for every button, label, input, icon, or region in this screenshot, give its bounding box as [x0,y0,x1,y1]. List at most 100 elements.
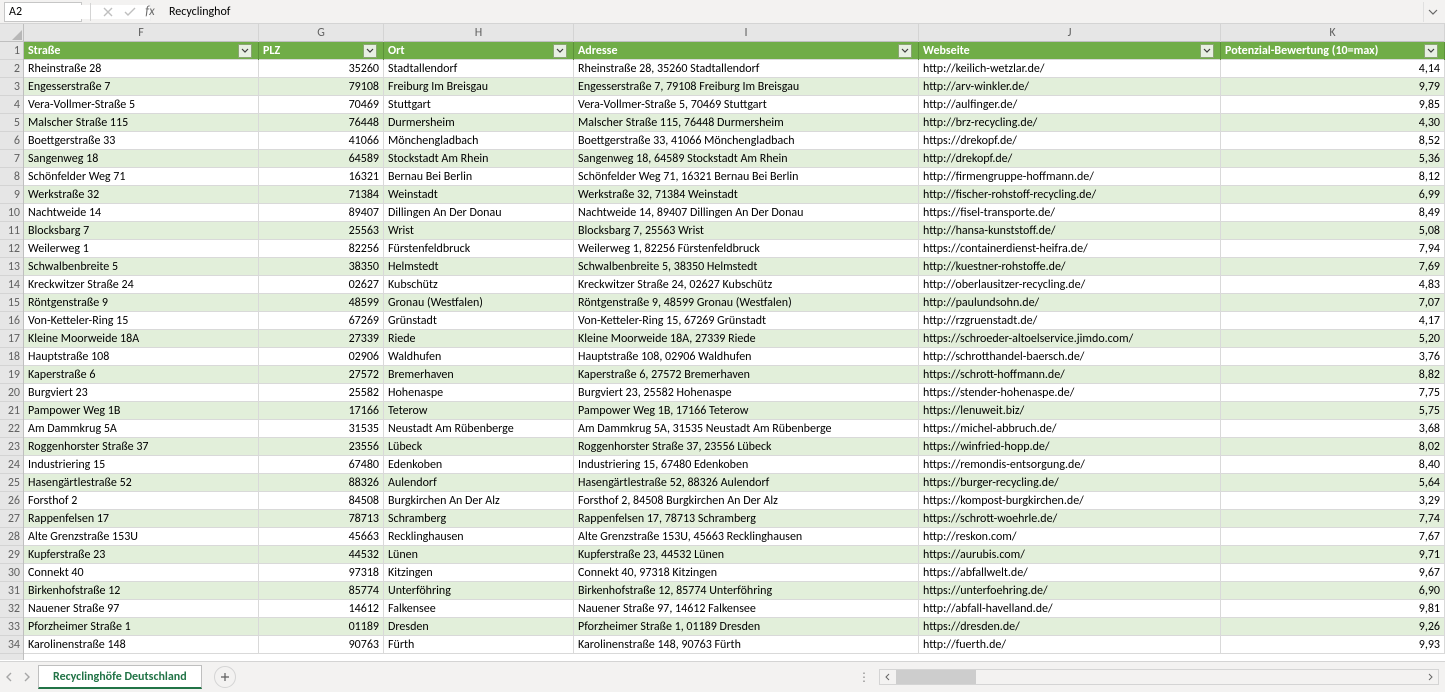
table-cell[interactable]: https://kompost-burgkirchen.de/ [919,492,1221,510]
table-cell[interactable]: Weinstadt [384,186,574,204]
table-cell[interactable]: Birkenhofstraße 12, 85774 Unterföhring [574,582,919,600]
row-header[interactable]: 32 [0,600,23,618]
table-cell[interactable]: http://abfall-havelland.de/ [919,600,1221,618]
table-cell[interactable]: Pampower Weg 1B [24,402,259,420]
column-header[interactable]: J [919,24,1221,42]
table-cell[interactable]: Boettgerstraße 33 [24,132,259,150]
table-cell[interactable]: Fürth [384,636,574,654]
table-cell[interactable]: Pforzheimer Straße 1, 01189 Dresden [574,618,919,636]
table-cell[interactable]: 9,67 [1221,564,1445,582]
table-cell[interactable]: 7,07 [1221,294,1445,312]
table-cell[interactable]: Malscher Straße 115, 76448 Durmersheim [574,114,919,132]
table-cell[interactable]: Gronau (Westfalen) [384,294,574,312]
table-cell[interactable]: Freiburg Im Breisgau [384,78,574,96]
table-cell[interactable]: Pampower Weg 1B, 17166 Teterow [574,402,919,420]
table-cell[interactable]: Sangenweg 18, 64589 Stockstadt Am Rhein [574,150,919,168]
table-cell[interactable]: http://rzgruenstadt.de/ [919,312,1221,330]
table-cell[interactable]: https://winfried-hopp.de/ [919,438,1221,456]
table-header-cell[interactable]: Straße [24,42,259,60]
table-cell[interactable]: 8,82 [1221,366,1445,384]
table-cell[interactable]: 3,76 [1221,348,1445,366]
table-cell[interactable]: Hauptstraße 108, 02906 Waldhufen [574,348,919,366]
row-header[interactable]: 33 [0,618,23,636]
table-cell[interactable]: 4,17 [1221,312,1445,330]
table-cell[interactable]: http://hansa-kunststoff.de/ [919,222,1221,240]
row-header[interactable]: 30 [0,564,23,582]
table-header-cell[interactable]: Webseite [919,42,1221,60]
table-cell[interactable]: https://stender-hohenaspe.de/ [919,384,1221,402]
table-cell[interactable]: Schönfelder Weg 71, 16321 Bernau Bei Ber… [574,168,919,186]
table-cell[interactable]: Industriering 15, 67480 Edenkoben [574,456,919,474]
table-cell[interactable]: 7,69 [1221,258,1445,276]
row-header[interactable]: 23 [0,438,23,456]
table-cell[interactable]: https://schrott-hoffmann.de/ [919,366,1221,384]
row-header[interactable]: 2 [0,60,23,78]
table-cell[interactable]: 27572 [259,366,384,384]
table-cell[interactable]: Rheinstraße 28, 35260 Stadtallendorf [574,60,919,78]
table-cell[interactable]: https://dresden.de/ [919,618,1221,636]
row-header[interactable]: 10 [0,204,23,222]
table-cell[interactable]: Dresden [384,618,574,636]
table-cell[interactable]: Wrist [384,222,574,240]
table-cell[interactable]: Grünstadt [384,312,574,330]
table-cell[interactable]: https://aurubis.com/ [919,546,1221,564]
filter-dropdown-icon[interactable] [1200,44,1214,58]
table-cell[interactable]: Kleine Moorweide 18A, 27339 Riede [574,330,919,348]
table-cell[interactable]: Schönfelder Weg 71 [24,168,259,186]
table-header-cell[interactable]: Ort [384,42,574,60]
table-cell[interactable]: Röntgenstraße 9, 48599 Gronau (Westfalen… [574,294,919,312]
table-cell[interactable]: Falkensee [384,600,574,618]
table-cell[interactable]: 9,93 [1221,636,1445,654]
table-cell[interactable]: https://abfallwelt.de/ [919,564,1221,582]
sheet-tab-active[interactable]: Recyclinghöfe Deutschland [38,665,202,689]
table-cell[interactable]: 14612 [259,600,384,618]
table-cell[interactable]: Blocksbarg 7 [24,222,259,240]
table-cell[interactable]: 7,75 [1221,384,1445,402]
table-cell[interactable]: Werkstraße 32, 71384 Weinstadt [574,186,919,204]
table-cell[interactable]: Alte Grenzstraße 153U [24,528,259,546]
table-cell[interactable]: 23556 [259,438,384,456]
table-header-cell[interactable]: Potenzial-Bewertung (10=max) [1221,42,1445,60]
filter-dropdown-icon[interactable] [238,44,252,58]
table-cell[interactable]: 9,26 [1221,618,1445,636]
table-cell[interactable]: Engesserstraße 7, 79108 Freiburg Im Brei… [574,78,919,96]
table-cell[interactable]: 3,68 [1221,420,1445,438]
table-cell[interactable]: 64589 [259,150,384,168]
table-cell[interactable]: Röntgenstraße 9 [24,294,259,312]
table-cell[interactable]: Schramberg [384,510,574,528]
scrollbar-track[interactable] [896,670,1422,684]
table-cell[interactable]: Stadtallendorf [384,60,574,78]
table-cell[interactable]: 97318 [259,564,384,582]
table-cell[interactable]: Kubschütz [384,276,574,294]
filter-dropdown-icon[interactable] [898,44,912,58]
table-cell[interactable]: Riede [384,330,574,348]
table-cell[interactable]: https://fisel-transporte.de/ [919,204,1221,222]
table-cell[interactable]: Kupferstraße 23 [24,546,259,564]
row-header[interactable]: 6 [0,132,23,150]
formula-bar-input[interactable] [163,2,1423,22]
tab-nav-prev-icon[interactable] [0,667,18,687]
table-cell[interactable]: Fürstenfeldbruck [384,240,574,258]
table-cell[interactable]: Karolinenstraße 148, 90763 Fürth [574,636,919,654]
table-cell[interactable]: 6,99 [1221,186,1445,204]
table-cell[interactable]: 8,02 [1221,438,1445,456]
table-cell[interactable]: 48599 [259,294,384,312]
table-cell[interactable]: 90763 [259,636,384,654]
table-cell[interactable]: http://kuestner-rohstoffe.de/ [919,258,1221,276]
table-header-cell[interactable]: PLZ [259,42,384,60]
table-cell[interactable]: Industriering 15 [24,456,259,474]
table-cell[interactable]: 79108 [259,78,384,96]
table-cell[interactable]: Pforzheimer Straße 1 [24,618,259,636]
table-cell[interactable]: 67480 [259,456,384,474]
table-cell[interactable]: http://firmengruppe-hoffmann.de/ [919,168,1221,186]
table-cell[interactable]: 8,12 [1221,168,1445,186]
column-header[interactable]: G [259,24,384,42]
row-header[interactable]: 27 [0,510,23,528]
table-cell[interactable]: https://drekopf.de/ [919,132,1221,150]
table-cell[interactable]: 44532 [259,546,384,564]
name-box[interactable] [4,2,82,22]
table-cell[interactable]: 5,08 [1221,222,1445,240]
row-header[interactable]: 24 [0,456,23,474]
table-cell[interactable]: Edenkoben [384,456,574,474]
table-cell[interactable]: Alte Grenzstraße 153U, 45663 Recklinghau… [574,528,919,546]
